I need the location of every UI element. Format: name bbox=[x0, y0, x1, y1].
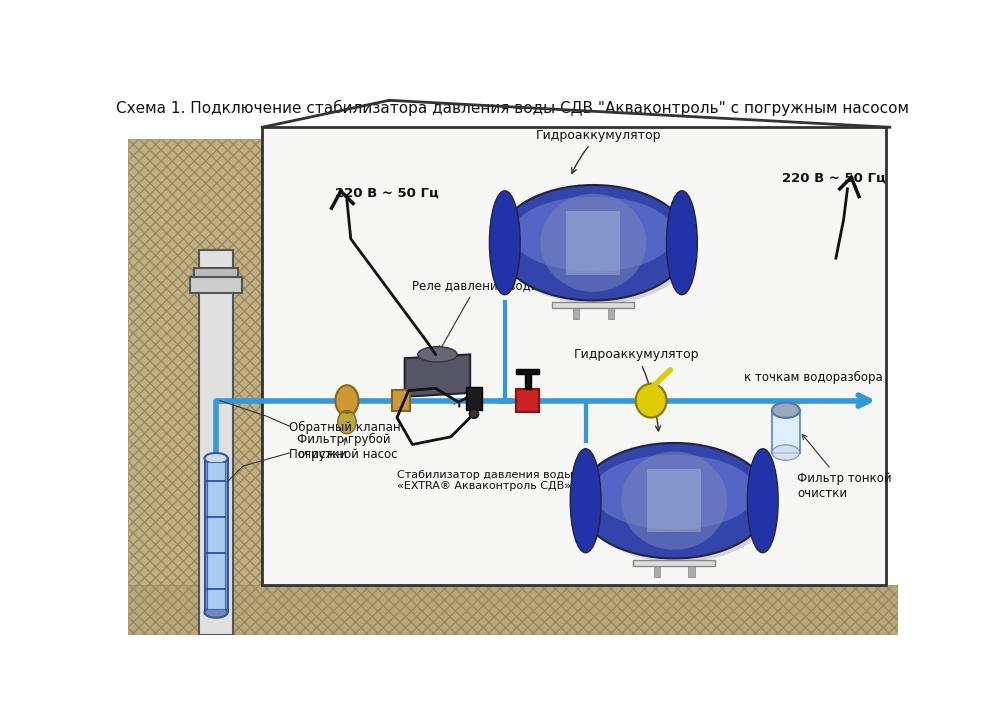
Ellipse shape bbox=[747, 448, 778, 553]
Bar bbox=[688, 566, 695, 577]
Ellipse shape bbox=[489, 191, 520, 295]
Bar bbox=[466, 387, 482, 410]
Ellipse shape bbox=[205, 453, 228, 464]
Ellipse shape bbox=[621, 452, 727, 550]
Bar bbox=[128, 585, 898, 635]
Ellipse shape bbox=[338, 411, 356, 433]
Bar bbox=[552, 302, 634, 308]
Text: Фильтр грубой
очистки: Фильтр грубой очистки bbox=[297, 433, 391, 461]
Text: Реле давления воды: Реле давления воды bbox=[412, 279, 541, 351]
Text: Схема 1. Подключение стабилизатора давления воды СДВ "Акваконтроль" с погружным : Схема 1. Подключение стабилизатора давле… bbox=[116, 100, 909, 116]
Ellipse shape bbox=[469, 409, 479, 418]
Bar bbox=[608, 308, 614, 318]
Text: Гидроаккумулятор: Гидроаккумулятор bbox=[536, 129, 661, 174]
Bar bbox=[199, 251, 233, 635]
Bar bbox=[647, 469, 701, 533]
Bar bbox=[194, 268, 238, 278]
Text: Гидроаккумулятор: Гидроаккумулятор bbox=[574, 348, 700, 431]
Bar bbox=[654, 566, 660, 577]
Ellipse shape bbox=[772, 403, 800, 418]
Bar bbox=[190, 278, 242, 293]
Polygon shape bbox=[405, 354, 470, 397]
Text: Обратный клапан: Обратный клапан bbox=[289, 421, 401, 434]
Bar bbox=[516, 389, 539, 412]
Ellipse shape bbox=[570, 448, 601, 553]
Bar bbox=[205, 458, 228, 613]
Bar bbox=[772, 411, 800, 453]
Bar bbox=[392, 390, 410, 411]
Bar bbox=[525, 370, 531, 389]
Ellipse shape bbox=[418, 347, 457, 362]
Bar bbox=[128, 139, 270, 585]
Ellipse shape bbox=[512, 196, 675, 271]
Ellipse shape bbox=[497, 185, 690, 301]
Bar bbox=[566, 211, 620, 274]
Text: Стабилизатор давления воды
«EXTRA® Акваконтроль СДВ»: Стабилизатор давления воды «EXTRA® Аквак… bbox=[397, 470, 573, 491]
Bar bbox=[573, 308, 579, 318]
Ellipse shape bbox=[205, 607, 228, 618]
Ellipse shape bbox=[335, 386, 359, 416]
Ellipse shape bbox=[540, 193, 646, 292]
Ellipse shape bbox=[578, 443, 770, 558]
Text: 220 В ~ 50 Гц: 220 В ~ 50 Гц bbox=[335, 186, 439, 199]
Text: 220 В ~ 50 Гц: 220 В ~ 50 Гц bbox=[782, 171, 886, 184]
Text: Фильтр тонкой
очистки: Фильтр тонкой очистки bbox=[797, 435, 892, 500]
Text: Погружной насос: Погружной насос bbox=[289, 448, 398, 461]
Text: к точкам водоразбора: к точкам водоразбора bbox=[744, 371, 882, 384]
Bar bbox=[207, 462, 225, 608]
Ellipse shape bbox=[636, 383, 667, 418]
Ellipse shape bbox=[667, 191, 697, 295]
Ellipse shape bbox=[582, 447, 774, 563]
Bar bbox=[633, 560, 715, 566]
Ellipse shape bbox=[592, 455, 756, 530]
Bar bbox=[516, 369, 539, 373]
Bar bbox=[262, 127, 886, 585]
Ellipse shape bbox=[772, 445, 800, 461]
Ellipse shape bbox=[501, 189, 693, 304]
